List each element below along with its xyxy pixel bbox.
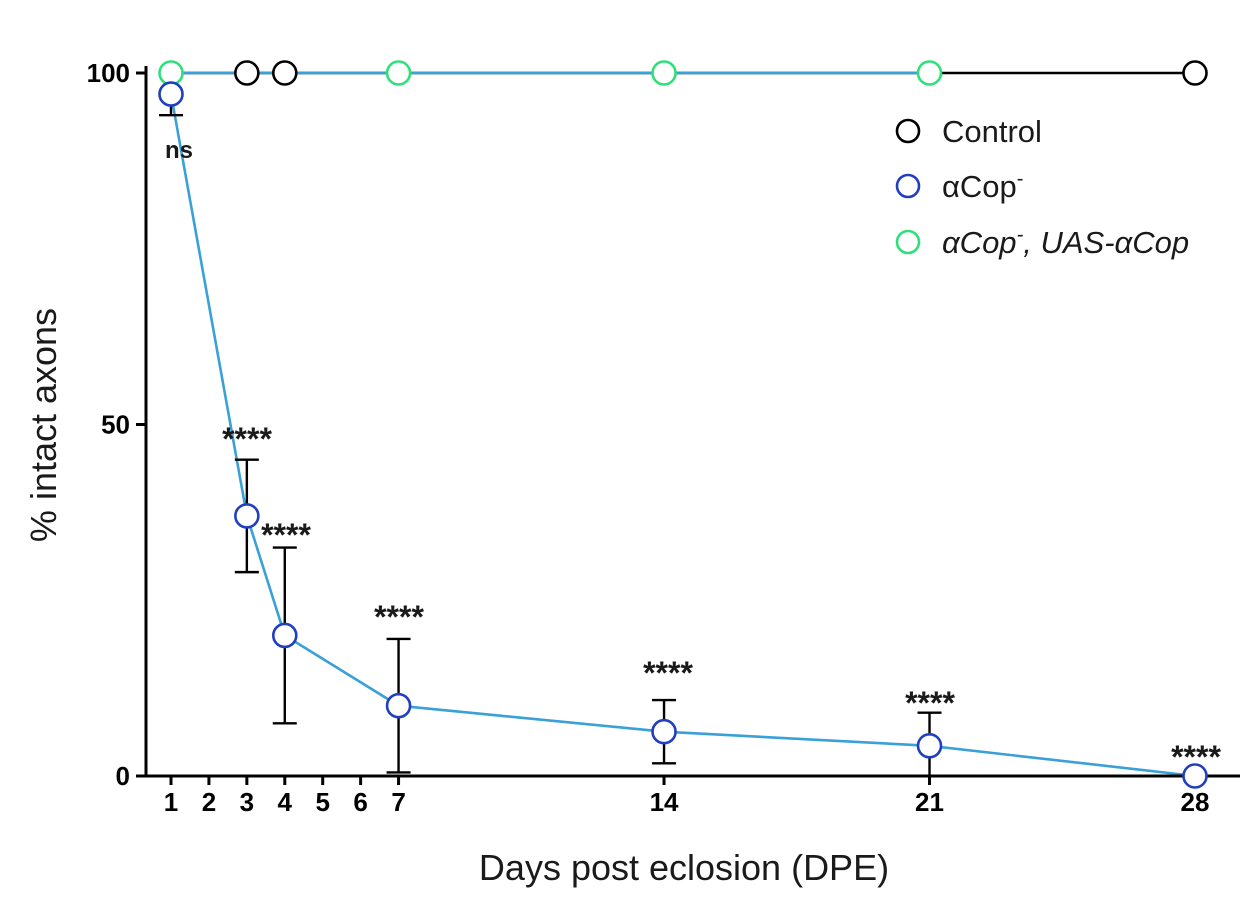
legend-item-acop-rescue: αCop-, UAS-αCop <box>895 224 1189 260</box>
data-point-series-0 <box>271 60 298 86</box>
x-tick-label: 21 <box>915 787 944 817</box>
x-tick-label: 3 <box>240 787 254 817</box>
significance-label: **** <box>643 655 693 691</box>
significance-label: **** <box>1171 739 1221 775</box>
data-point-series-2 <box>916 60 943 86</box>
data-point-series-1 <box>158 81 184 107</box>
data-point-series-0 <box>1182 60 1208 86</box>
legend-marker-acop <box>895 173 921 199</box>
significance-label: **** <box>261 517 311 553</box>
significance-label: **** <box>905 685 955 721</box>
legend-marker-acop-rescue <box>895 229 921 255</box>
data-point-series-1 <box>271 622 298 649</box>
y-tick-label: 100 <box>87 58 130 88</box>
data-point-series-1 <box>651 718 677 745</box>
data-point-series-2 <box>158 60 184 86</box>
legend-label-control: Control <box>942 114 1042 149</box>
significance-label: **** <box>222 421 272 457</box>
x-tick-label: 2 <box>202 787 216 817</box>
x-tick-label: 14 <box>650 787 679 817</box>
y-tick-label: 0 <box>116 761 130 791</box>
data-point-series-2 <box>385 60 412 86</box>
legend-item-control: Control <box>895 114 1042 149</box>
error-bars <box>159 71 942 778</box>
significance-label: ns <box>165 137 193 164</box>
significance-label: **** <box>374 599 424 635</box>
x-tick-label: 4 <box>278 787 293 817</box>
legend-label-acop: αCop- <box>942 168 1023 204</box>
x-tick-label: 7 <box>391 787 405 817</box>
legend-label-acop-rescue: αCop-, UAS-αCop <box>942 224 1189 260</box>
x-tick-label: 6 <box>353 787 367 817</box>
x-axis-title: Days post eclosion (DPE) <box>479 847 889 888</box>
significance-labels: ns **** **** **** **** **** **** <box>165 137 1221 775</box>
data-point-series-1 <box>1182 763 1208 789</box>
legend: Control αCop- αCop-, UAS-αCop <box>895 114 1189 260</box>
tick-labels: 0 50 100 1 2 3 4 5 6 7 14 21 28 <box>87 58 1210 817</box>
x-tick-label: 5 <box>315 787 329 817</box>
legend-marker-control <box>895 118 921 144</box>
data-point-series-1 <box>916 732 943 759</box>
data-markers <box>158 60 1208 789</box>
axes <box>136 66 1240 785</box>
data-point-series-0 <box>234 60 260 86</box>
x-tick-label: 1 <box>164 787 178 817</box>
x-tick-label: 28 <box>1181 787 1210 817</box>
legend-item-acop: αCop- <box>895 168 1023 204</box>
y-tick-label: 50 <box>101 410 130 440</box>
data-point-series-1 <box>234 503 260 529</box>
data-point-series-2 <box>651 60 677 86</box>
data-point-series-1 <box>385 692 412 719</box>
y-axis-title: % intact axons <box>23 308 64 542</box>
